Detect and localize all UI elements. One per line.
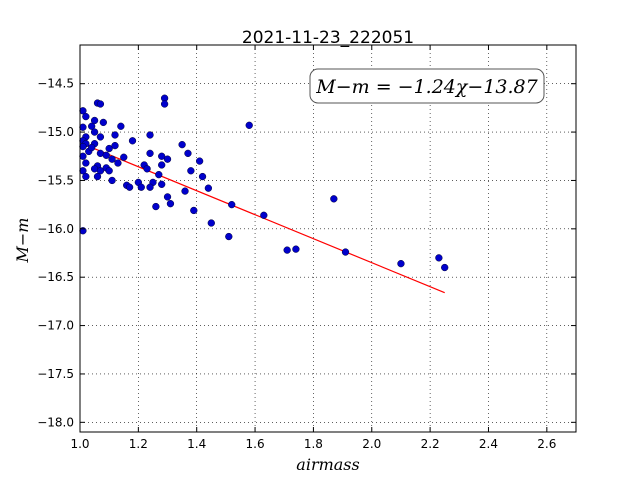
y-tick-label: −15.0 bbox=[37, 125, 74, 139]
x-tick-label: 2.6 bbox=[537, 437, 556, 451]
x-tick-label: 1.8 bbox=[304, 437, 323, 451]
data-point bbox=[163, 193, 172, 201]
data-point bbox=[117, 122, 125, 130]
data-point bbox=[82, 172, 90, 181]
data-point bbox=[96, 100, 105, 108]
data-point bbox=[198, 172, 207, 181]
x-tick-label: 2.2 bbox=[421, 437, 440, 451]
data-point bbox=[96, 133, 105, 141]
y-tick-label: −14.5 bbox=[37, 77, 74, 91]
data-point bbox=[105, 167, 113, 175]
data-point bbox=[82, 112, 90, 121]
data-point bbox=[114, 159, 122, 167]
data-point bbox=[397, 260, 405, 268]
data-point bbox=[155, 170, 163, 179]
data-point bbox=[292, 245, 300, 253]
data-point bbox=[120, 153, 128, 161]
data-point bbox=[90, 128, 99, 136]
data-point bbox=[79, 142, 87, 151]
data-point bbox=[146, 183, 154, 191]
data-point bbox=[82, 159, 90, 167]
x-tick-label: 2.0 bbox=[362, 437, 381, 451]
data-point bbox=[88, 143, 96, 152]
annotation-box-frame bbox=[309, 68, 545, 104]
x-tick-label: 1.6 bbox=[246, 437, 265, 451]
data-point bbox=[204, 184, 213, 192]
data-point bbox=[166, 200, 175, 208]
data-point bbox=[330, 195, 338, 203]
data-point bbox=[125, 183, 134, 191]
data-point bbox=[96, 167, 105, 175]
x-tick-label: 1.2 bbox=[129, 437, 148, 451]
data-point bbox=[441, 263, 449, 272]
data-point bbox=[228, 200, 236, 209]
data-point bbox=[90, 116, 99, 125]
fit-equation-annotation: M−m = −1.24χ−13.87 bbox=[309, 68, 545, 104]
data-point bbox=[128, 137, 137, 145]
x-tick-label: 1.4 bbox=[187, 437, 206, 451]
annotation-text: M−m = −1.24χ−13.87 bbox=[315, 76, 538, 98]
data-point bbox=[260, 211, 268, 219]
axis-ticks: 1.0 1.2 1.4 1.6 1.8 2.0 2.2 2.4 2.6 −14.5 −15.0 −15… bbox=[37, 45, 576, 451]
data-point bbox=[137, 183, 145, 191]
data-point bbox=[108, 155, 116, 163]
data-point bbox=[160, 100, 169, 108]
x-tick-label: 2.4 bbox=[479, 437, 498, 451]
data-point bbox=[143, 165, 151, 173]
data-point bbox=[225, 232, 233, 241]
data-point bbox=[283, 246, 291, 254]
data-point bbox=[88, 122, 96, 130]
data-point bbox=[195, 157, 204, 165]
data-point bbox=[152, 202, 160, 211]
y-tick-label: −16.0 bbox=[37, 222, 74, 236]
y-tick-label: −16.5 bbox=[37, 270, 74, 284]
chart-title: 2021-11-23_222051 bbox=[242, 28, 414, 48]
x-tick-label: 1.0 bbox=[70, 437, 89, 451]
data-point bbox=[207, 219, 215, 227]
data-point bbox=[93, 172, 102, 181]
data-point bbox=[158, 161, 166, 169]
data-point bbox=[99, 118, 107, 127]
data-point bbox=[108, 176, 116, 185]
data-point bbox=[163, 155, 172, 163]
data-point bbox=[102, 151, 110, 159]
data-point bbox=[245, 121, 253, 129]
data-point bbox=[79, 152, 87, 160]
data-point bbox=[79, 123, 87, 131]
data-point bbox=[158, 180, 166, 188]
plot-frame bbox=[79, 44, 577, 433]
data-point bbox=[341, 248, 350, 256]
x-axis-label: airmass bbox=[296, 455, 359, 474]
data-point bbox=[190, 206, 198, 215]
data-point bbox=[435, 254, 443, 262]
data-point bbox=[105, 144, 113, 153]
data-point bbox=[111, 141, 119, 150]
data-point bbox=[146, 149, 154, 158]
grid bbox=[79, 45, 576, 432]
data-points bbox=[79, 94, 449, 272]
data-point bbox=[184, 149, 192, 158]
y-axis-label: M−m bbox=[13, 218, 32, 264]
y-tick-label: −15.5 bbox=[37, 173, 74, 187]
data-point bbox=[181, 187, 189, 195]
data-point bbox=[178, 141, 186, 149]
y-tick-label: −18.0 bbox=[37, 415, 74, 429]
y-tick-label: −17.0 bbox=[37, 319, 74, 333]
y-tick-label: −17.5 bbox=[37, 367, 74, 381]
data-point bbox=[158, 152, 166, 160]
data-point bbox=[146, 131, 154, 139]
data-point bbox=[111, 131, 119, 139]
data-point bbox=[187, 167, 195, 175]
